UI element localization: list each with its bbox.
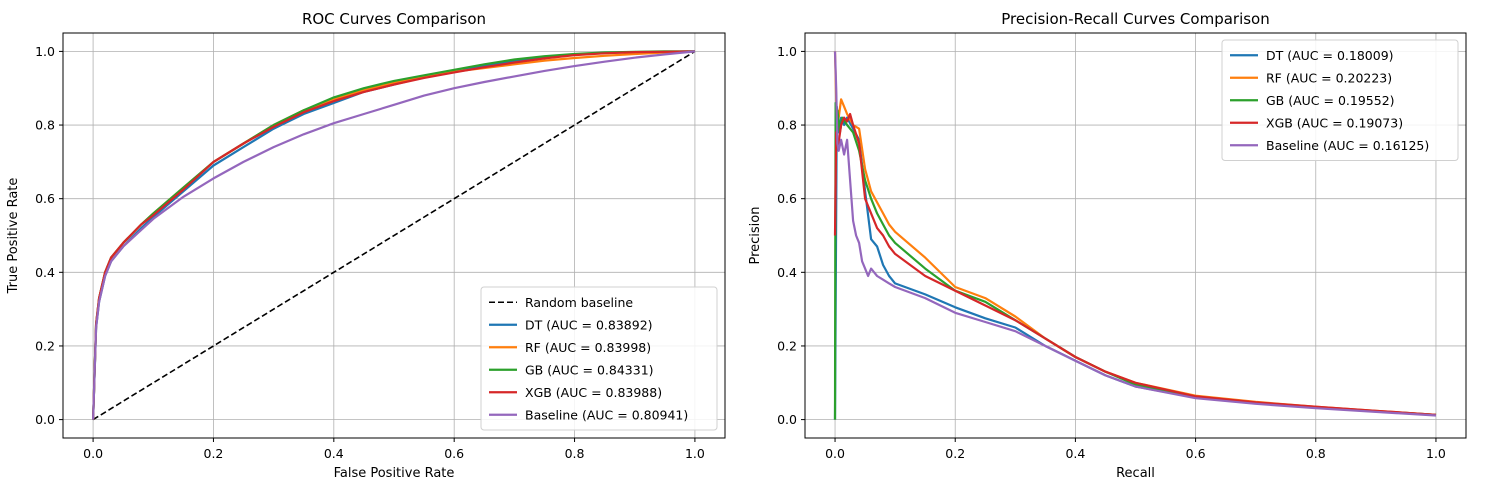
roc-chart-panel: 0.0 0.2 0.4 0.6 0.8 1.0 0.0 0.2 0.4 0.6 0.8 1.0 ROC … <box>6 10 726 481</box>
legend-box <box>1221 39 1459 161</box>
roc-x-axis-label: False Positive Rate <box>334 466 455 481</box>
x-tick-label: 0.6 <box>1186 446 1206 461</box>
y-tick-label: 1.0 <box>35 44 55 59</box>
legend-label: DT (AUC = 0.18009) <box>1266 48 1394 63</box>
x-tick-label: 0.8 <box>565 446 585 461</box>
pr-axes-frame <box>804 32 1467 439</box>
x-tick-label: 0.4 <box>1065 446 1085 461</box>
roc-series-line-5 <box>92 50 696 420</box>
roc-y-axis-label: True Positive Rate <box>6 178 21 295</box>
y-tick-label: 1.0 <box>777 44 797 59</box>
y-tick-label: 0.8 <box>777 118 797 133</box>
y-tick-label: 0.0 <box>35 412 55 427</box>
legend-label: GB (AUC = 0.19552) <box>1266 93 1395 108</box>
legend-label: RF (AUC = 0.83998) <box>525 340 651 355</box>
legend-label: Baseline (AUC = 0.80941) <box>525 407 688 422</box>
pr-chart-panel: 0.0 0.2 0.4 0.6 0.8 1.0 0.0 0.2 0.4 0.6 0.8 1.0 Prec… <box>748 10 1467 481</box>
legend-label: DT (AUC = 0.83892) <box>525 317 653 332</box>
roc-chart-title: ROC Curves Comparison <box>302 10 486 28</box>
y-tick-label: 0.6 <box>777 191 797 206</box>
x-tick-label: 0.2 <box>204 446 224 461</box>
legend-label: GB (AUC = 0.84331) <box>525 362 654 377</box>
pr-series-line-4 <box>833 51 1437 417</box>
y-tick-label: 0.6 <box>35 191 55 206</box>
legend-box <box>480 286 718 431</box>
pr-series-line-2 <box>833 101 1437 420</box>
x-tick-label: 0.2 <box>945 446 965 461</box>
roc-axes-frame <box>62 32 726 439</box>
y-tick-label: 0.8 <box>35 118 55 133</box>
y-tick-label: 0.2 <box>35 338 55 353</box>
roc-series-line-0 <box>92 50 696 421</box>
legend-label: XGB (AUC = 0.19073) <box>1266 115 1403 130</box>
y-tick-label: 0.4 <box>35 265 55 280</box>
pr-y-axis-label: Precision <box>748 206 763 264</box>
y-tick-label: 0.2 <box>777 338 797 353</box>
x-tick-label: 0.6 <box>444 446 464 461</box>
legend-label: Baseline (AUC = 0.16125) <box>1266 138 1429 153</box>
legend-label: RF (AUC = 0.20223) <box>1266 70 1392 85</box>
x-tick-label: 0.4 <box>324 446 344 461</box>
legend-label: XGB (AUC = 0.83988) <box>525 385 662 400</box>
legend-label: Random baseline <box>525 295 633 310</box>
pr-series-line-3 <box>833 112 1437 416</box>
roc-series <box>92 50 696 421</box>
pr-x-axis-label: Recall <box>1116 466 1155 481</box>
roc-series-line-4 <box>92 50 695 420</box>
pr-chart-title: Precision-Recall Curves Comparison <box>1001 10 1270 28</box>
pr-series <box>833 51 1437 420</box>
y-tick-label: 0.0 <box>777 412 797 427</box>
roc-legend: Random baseline DT (AUC = 0.83892) RF (AUC… <box>480 286 718 431</box>
x-tick-label: 0.0 <box>83 446 103 461</box>
pr-legend: DT (AUC = 0.18009) RF (AUC = 0.20223) GB (… <box>1221 39 1459 161</box>
y-tick-label: 0.4 <box>777 265 797 280</box>
x-tick-label: 0.0 <box>825 446 845 461</box>
x-tick-label: 0.8 <box>1306 446 1326 461</box>
x-tick-label: 1.0 <box>685 446 705 461</box>
x-tick-label: 1.0 <box>1426 446 1446 461</box>
